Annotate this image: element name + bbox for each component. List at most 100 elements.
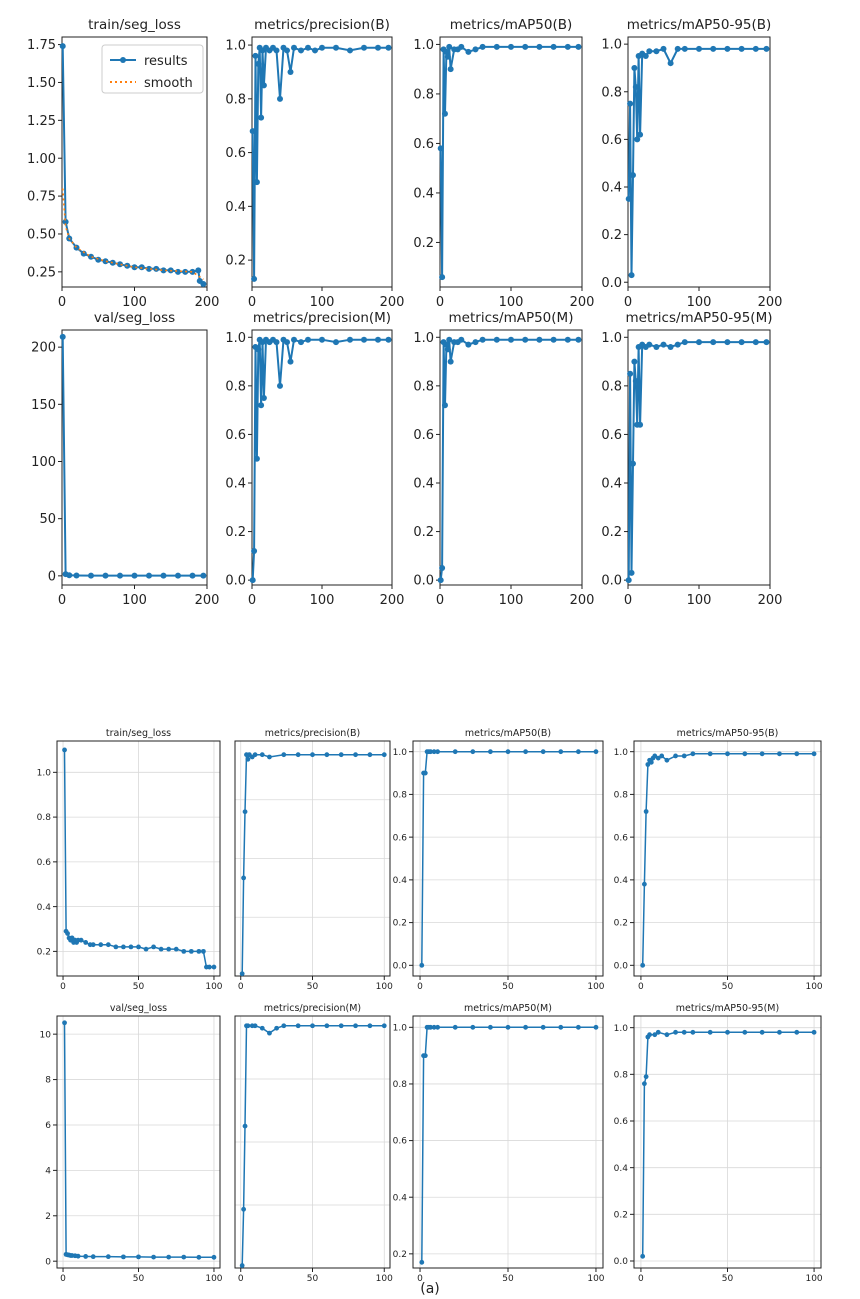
x-tick-label: 0 [638,1274,644,1284]
y-tick-label: 0.2 [393,919,407,929]
data-point [367,752,373,758]
data-point [505,749,511,755]
data-point [298,339,304,346]
data-point [653,344,660,350]
data-point [593,1024,599,1030]
y-tick-label: 0.2 [225,525,246,540]
y-tick-label: 1.25 [27,114,56,129]
data-point [333,44,339,51]
data-point [160,572,167,579]
data-point [305,44,311,51]
y-tick-label: 0.6 [393,1137,408,1147]
data-point [632,84,639,90]
chart-title: metrics/mAP50(B) [450,17,573,33]
y-tick-label: 0.2 [601,525,622,540]
data-point [200,280,207,287]
y-tick-label: 1.0 [614,1024,629,1034]
data-point [277,382,283,389]
data-point [540,749,546,755]
x-tick-label: 0 [248,295,256,310]
series-line-results [641,1031,815,1257]
y-tick-label: 0.4 [393,1193,408,1203]
data-point [655,1029,661,1035]
data-point [242,809,248,815]
data-point [452,1024,458,1030]
y-tick-label: 0 [45,1257,51,1267]
data-point [160,267,167,274]
y-tick-label: 0.8 [225,379,246,394]
chart-title: metrics/mAP50(B) [465,728,551,739]
data-point [375,336,381,343]
data-point [338,752,344,758]
data-point [660,45,667,52]
data-point [59,333,66,340]
data-point [664,1032,670,1038]
data-point [660,341,667,348]
data-point [239,1263,245,1268]
plot-frame [627,329,771,586]
data-point [522,43,529,50]
data-point [98,942,104,948]
data-point [173,946,179,952]
data-point [493,336,500,343]
x-tick-label: 50 [502,982,514,992]
y-tick-label: 0.6 [413,137,434,152]
y-tick-label: 0.2 [413,236,434,251]
chart-title: metrics/mAP50-95(B) [627,17,772,33]
data-point [493,43,500,50]
data-point [690,751,696,757]
data-point [259,752,265,758]
data-point [664,757,670,763]
plot-frame [251,36,393,288]
y-tick-label: 1.0 [225,39,246,54]
series-line-results [241,1025,385,1266]
chart-title: metrics/mAP50-95(M) [676,1003,779,1014]
data-point [83,940,89,945]
x-tick-label: 100 [805,1274,822,1284]
data-point [634,136,641,143]
data-point [121,1254,126,1260]
chart-title: metrics/precision(M) [253,310,391,326]
data-point [640,962,646,968]
data-point [207,964,212,970]
chart-panel-7: metrics/mAP50(M) 0 100 200 0.0 0.2 0.4 0.6 0.8 1.… [413,310,594,608]
data-point [347,47,353,54]
data-point [431,1024,437,1030]
data-point [310,752,315,758]
x-tick-label: 50 [722,1274,734,1284]
data-point [66,572,73,579]
data-point [59,43,66,50]
data-point [674,341,681,348]
data-point [245,756,251,762]
data-point [245,1023,251,1029]
data-point [200,572,207,579]
data-point [181,948,187,954]
plot-frame [627,36,771,288]
x-tick-label: 0 [417,982,423,992]
data-point [523,749,528,755]
data-point [252,1023,258,1029]
data-point [312,47,318,54]
legend-box [101,44,204,94]
y-tick-label: 0 [48,569,56,584]
data-point [536,43,543,50]
legend-label: smooth [144,76,193,91]
data-point [648,759,654,765]
data-point [253,179,260,186]
y-tick-label: 0.8 [614,791,629,801]
y-tick-label: 0.4 [601,477,622,492]
series-line-results [421,750,596,966]
y-tick-label: 1.0 [601,38,622,53]
chart-title: val/seg_loss [94,310,175,326]
data-point [811,1029,817,1035]
data-point [647,1032,652,1038]
data-point [710,339,717,346]
data-point [419,1259,425,1265]
y-tick-label: 100 [31,455,56,470]
data-point [641,1081,647,1087]
chart-panel-13: val/seg_loss 0 50 100 0 2 4 6 8 10 [40,1003,223,1284]
y-tick-label: 0.6 [225,146,246,161]
y-tick-label: 0.0 [225,574,246,589]
data-point [641,881,647,887]
data-point [113,944,119,950]
